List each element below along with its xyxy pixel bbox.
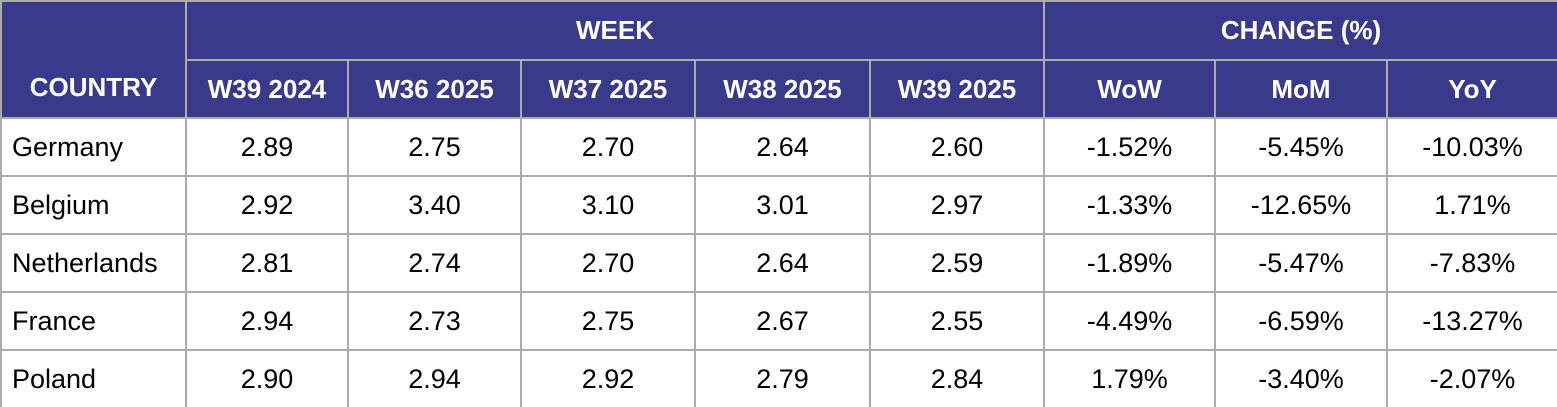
week-value-cell: 3.10 (520, 175, 696, 235)
week-value-cell: 2.84 (869, 349, 1045, 407)
column-header-w36-2025: W36 2025 (347, 59, 522, 119)
table-body: Germany 2.89 2.75 2.70 2.64 2.60 -1.52% -5.45% -… (0, 117, 1557, 407)
week-value-cell: 2.60 (869, 117, 1045, 177)
column-header-w37-2025: W37 2025 (520, 59, 696, 119)
week-value-cell: 2.89 (185, 117, 349, 177)
table-row: France 2.94 2.73 2.75 2.67 2.55 -4.49% -6.59% -1… (0, 291, 1557, 351)
week-value-cell: 2.92 (185, 175, 349, 235)
country-cell: Belgium (0, 175, 187, 235)
column-header-wow: WoW (1043, 59, 1216, 119)
country-cell: Poland (0, 349, 187, 407)
change-value-cell: -3.40% (1214, 349, 1388, 407)
country-cell: Netherlands (0, 233, 187, 293)
change-value-cell: -13.27% (1385, 291, 1557, 351)
change-value-cell: -1.52% (1043, 117, 1216, 177)
week-value-cell: 2.94 (185, 291, 349, 351)
week-value-cell: 2.97 (869, 175, 1045, 235)
column-header-mom: MoM (1214, 59, 1388, 119)
table-header: COUNTRY WEEK CHANGE (%) W39 2024 W36 202… (0, 0, 1557, 119)
column-header-w39-2024: W39 2024 (185, 59, 349, 119)
header-group-row: COUNTRY WEEK CHANGE (%) (0, 0, 1557, 119)
week-value-cell: 2.67 (694, 291, 871, 351)
week-value-cell: 2.79 (694, 349, 871, 407)
week-value-cell: 2.70 (520, 233, 696, 293)
week-value-cell: 2.75 (520, 291, 696, 351)
header-sub-row: W39 2024 W36 2025 W37 2025 W38 2025 W39 … (1, 59, 1557, 119)
change-value-cell: -1.33% (1043, 175, 1216, 235)
column-group-week: WEEK (185, 0, 1045, 61)
change-value-cell: -10.03% (1385, 117, 1557, 177)
change-value-cell: -1.89% (1043, 233, 1216, 293)
column-group-change: CHANGE (%) (1042, 0, 1557, 61)
change-value-cell: -4.49% (1043, 291, 1216, 351)
country-cell: France (0, 291, 187, 351)
column-header-country: COUNTRY (0, 0, 187, 119)
table-row: Belgium 2.92 3.40 3.10 3.01 2.97 -1.33% -12.65%… (0, 175, 1557, 235)
table-row: Netherlands 2.81 2.74 2.70 2.64 2.59 -1.89% -5.… (0, 233, 1557, 293)
week-value-cell: 2.70 (520, 117, 696, 177)
week-value-cell: 2.75 (347, 117, 522, 177)
week-value-cell: 2.73 (347, 291, 522, 351)
change-value-cell: -6.59% (1214, 291, 1388, 351)
week-value-cell: 3.01 (694, 175, 871, 235)
week-value-cell: 2.74 (347, 233, 522, 293)
change-value-cell: -5.45% (1214, 117, 1388, 177)
table-row: Germany 2.89 2.75 2.70 2.64 2.60 -1.52% -5.45% -… (0, 117, 1557, 177)
column-header-yoy: YoY (1385, 59, 1557, 119)
week-value-cell: 2.55 (869, 291, 1045, 351)
country-cell: Germany (0, 117, 187, 177)
change-value-cell: -7.83% (1385, 233, 1557, 293)
change-value-cell: -2.07% (1385, 349, 1557, 407)
column-header-w38-2025: W38 2025 (694, 59, 871, 119)
column-header-w39-2025: W39 2025 (869, 59, 1045, 119)
table-row: Poland 2.90 2.94 2.92 2.79 2.84 1.79% -3.40% -2.… (0, 349, 1557, 407)
change-value-cell: -5.47% (1214, 233, 1388, 293)
week-value-cell: 2.92 (520, 349, 696, 407)
week-value-cell: 2.94 (347, 349, 522, 407)
change-value-cell: 1.79% (1043, 349, 1216, 407)
week-value-cell: 2.64 (694, 233, 871, 293)
week-value-cell: 3.40 (347, 175, 522, 235)
week-value-cell: 2.59 (869, 233, 1045, 293)
week-value-cell: 2.64 (694, 117, 871, 177)
change-value-cell: 1.71% (1385, 175, 1557, 235)
week-value-cell: 2.81 (185, 233, 349, 293)
change-value-cell: -12.65% (1214, 175, 1388, 235)
week-value-cell: 2.90 (185, 349, 349, 407)
